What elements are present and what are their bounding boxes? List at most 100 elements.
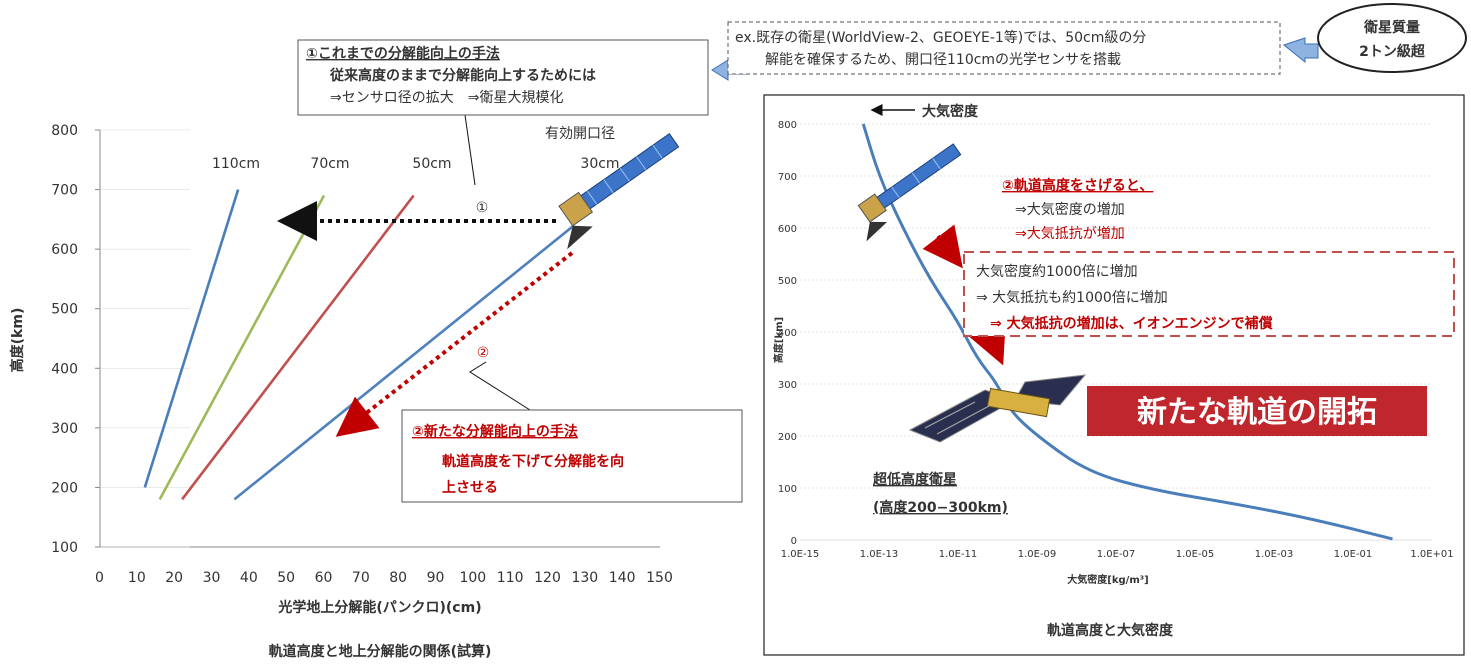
left-y-tick-label: 800 <box>51 123 78 139</box>
right-x-tick-label: 1.0E-07 <box>1097 549 1136 560</box>
series-line-70cm <box>158 194 326 500</box>
right-x-tick-label: 1.0E-15 <box>781 549 820 560</box>
series-label-110: 110cm <box>212 156 260 172</box>
right-y-ticks: 0 100 200 300 400 500 600 700 800 <box>778 120 797 547</box>
left-y-tick-label: 200 <box>51 480 78 496</box>
callout1-line2: ⇒センサロ径の拡大 ⇒衛星大規模化 <box>330 90 563 106</box>
series-line-110cm <box>143 189 240 488</box>
left-x-tick-label: 90 <box>427 570 445 586</box>
left-chart-title: 軌道高度と地上分解能の関係(試算) <box>269 643 492 660</box>
left-x-tick-label: 150 <box>646 570 673 586</box>
series-label-50: 50cm <box>412 156 451 172</box>
left-x-tick-label: 110 <box>497 570 524 586</box>
left-x-tick-label: 50 <box>277 570 295 586</box>
left-y-tick-label: 300 <box>51 421 78 437</box>
callout2-leader <box>469 361 531 411</box>
banner-text: 新たな軌道の開拓 <box>1137 395 1377 430</box>
right-y-tick-label: 600 <box>778 224 797 235</box>
series-line-50cm <box>181 194 415 501</box>
series-line-30cm <box>233 224 575 501</box>
right-y-tick-label: 700 <box>778 172 797 183</box>
callout-2: ②新たな分解能向上の手法 軌道高度を下げて分解能を向 上させる <box>401 409 743 503</box>
right-ann-title: ②軌道高度をさげると、 <box>1002 177 1153 194</box>
callout2-line2: 上させる <box>442 480 498 496</box>
right-x-tick-label: 1.0E-01 <box>1334 549 1373 560</box>
left-x-axis-label: 光学地上分解能(パンクロ)(cm) <box>277 599 481 616</box>
right-y-axis-label: 高度[km] <box>772 317 785 363</box>
arrow-2 <box>335 251 574 437</box>
right-x-tick-label: 1.0E-09 <box>1018 549 1057 560</box>
right-y-tick-label: 0 <box>791 536 797 547</box>
left-y-tick-label: 500 <box>51 302 78 318</box>
box-line2: ⇒ 大気抵抗も約1000倍に増加 <box>976 290 1168 306</box>
right-ann-line1: ⇒大気密度の増加 <box>1015 201 1125 218</box>
left-x-ticks: 0 10 20 30 40 50 60 70 80 90 100 110 120 130 140 150 <box>95 570 673 586</box>
right-y-tick-label: 100 <box>778 484 797 495</box>
right-x-tick-label: 1.0E-03 <box>1255 549 1294 560</box>
banner <box>1087 386 1427 436</box>
left-x-tick-label: 120 <box>534 570 561 586</box>
left-y-tick-label: 700 <box>51 183 78 199</box>
left-x-tick-label: 140 <box>609 570 636 586</box>
left-x-tick-label: 100 <box>459 570 486 586</box>
callout-1: ①これまでの分解能向上の手法 従来高度のままで分解能向上するためには ⇒センサロ… <box>297 39 709 116</box>
left-y-tick-label: 400 <box>51 361 78 377</box>
right-x-axis-label: 大気密度[kg/m³] <box>1067 573 1148 586</box>
aperture-heading: 有効開口径 <box>545 126 615 142</box>
left-x-tick-label: 70 <box>352 570 370 586</box>
callout1-leader <box>464 114 476 186</box>
right-y-tick-label: 800 <box>778 120 797 131</box>
left-x-tick-label: 130 <box>571 570 598 586</box>
marker-2: ② <box>477 345 490 361</box>
left-x-tick-label: 20 <box>165 570 183 586</box>
series-label-70: 70cm <box>310 156 349 172</box>
callout1-title: ①これまでの分解能向上の手法 <box>306 45 500 62</box>
right-x-tick-label: 1.0E-11 <box>939 549 978 560</box>
callout1-line1: 従来高度のままで分解能向上するためには <box>329 67 596 84</box>
satellite-icon <box>558 133 680 250</box>
left-y-tick-label: 100 <box>51 540 78 556</box>
red-arrow-1 <box>922 224 963 269</box>
right-x-tick-label: 1.0E-05 <box>1176 549 1215 560</box>
right-y-tick-label: 400 <box>778 328 797 339</box>
left-x-tick-label: 30 <box>203 570 221 586</box>
curve-label: 大気密度 <box>922 103 979 120</box>
right-x-tick-label: 1.0E-13 <box>860 549 899 560</box>
left-x-tick-label: 10 <box>128 570 146 586</box>
left-series-lines <box>143 189 575 501</box>
left-y-ticks: 100 200 300 400 500 600 700 800 <box>51 123 190 556</box>
right-y-tick-label: 200 <box>778 432 797 443</box>
callout-top: ex.既存の衛星(WorldView-2、GEOEYE-1等)では、50cm級の… <box>727 21 1281 75</box>
block-arrow-2 <box>1282 37 1319 64</box>
callout-top-line1: ex.既存の衛星(WorldView-2、GEOEYE-1等)では、50cm級の… <box>735 29 1146 46</box>
low-orbit-satellite-icon <box>908 374 1087 443</box>
left-y-axis-label: 高度(km) <box>9 308 26 373</box>
satellite-icon-right <box>857 143 962 242</box>
left-y-tick-label: 600 <box>51 242 78 258</box>
density-box <box>963 251 1455 337</box>
left-chart: 0 10 20 30 40 50 60 70 80 90 100 110 120 130 140 150 10… <box>9 114 680 660</box>
series-label-30: 30cm <box>580 156 619 172</box>
right-x-ticks: 1.0E-15 1.0E-13 1.0E-11 1.0E-09 1.0E-07 1.0E-… <box>781 549 1454 560</box>
right-ann-line2: ⇒大気抵抗が増加 <box>1015 226 1125 242</box>
right-x-tick-label: 1.0E+01 <box>1410 549 1453 560</box>
callout2-title: ②新たな分解能向上の手法 <box>412 423 578 440</box>
left-x-tick-label: 80 <box>389 570 407 586</box>
left-x-tick-label: 0 <box>95 570 104 586</box>
ellipse-line2: 2トン級超 <box>1359 43 1426 60</box>
ellipse-line1: 衛星質量 <box>1363 19 1420 36</box>
right-panel: 1.0E-15 1.0E-13 1.0E-11 1.0E-09 1.0E-07 1.0E-… <box>763 94 1465 656</box>
box-line1: 大気密度約1000倍に増加 <box>976 263 1138 280</box>
right-y-tick-label: 500 <box>778 276 797 287</box>
left-x-tick-label: 60 <box>315 570 333 586</box>
left-x-tick-label: 40 <box>240 570 258 586</box>
mass-ellipse: 衛星質量 2トン級超 <box>1317 3 1467 73</box>
sat-label-1: 超低高度衛星 <box>872 471 957 488</box>
sat-label-2: (高度200−300km) <box>873 499 1008 516</box>
right-y-tick-label: 300 <box>778 380 797 391</box>
callout2-line1: 軌道高度を下げて分解能を向 <box>442 453 624 470</box>
callout-top-line2: 解能を確保するため、開口径110cmの光学センサを搭載 <box>765 52 1121 68</box>
right-chart-title: 軌道高度と大気密度 <box>1047 622 1174 639</box>
box-line3: ⇒ 大気抵抗の増加は、イオンエンジンで補償 <box>990 315 1274 332</box>
